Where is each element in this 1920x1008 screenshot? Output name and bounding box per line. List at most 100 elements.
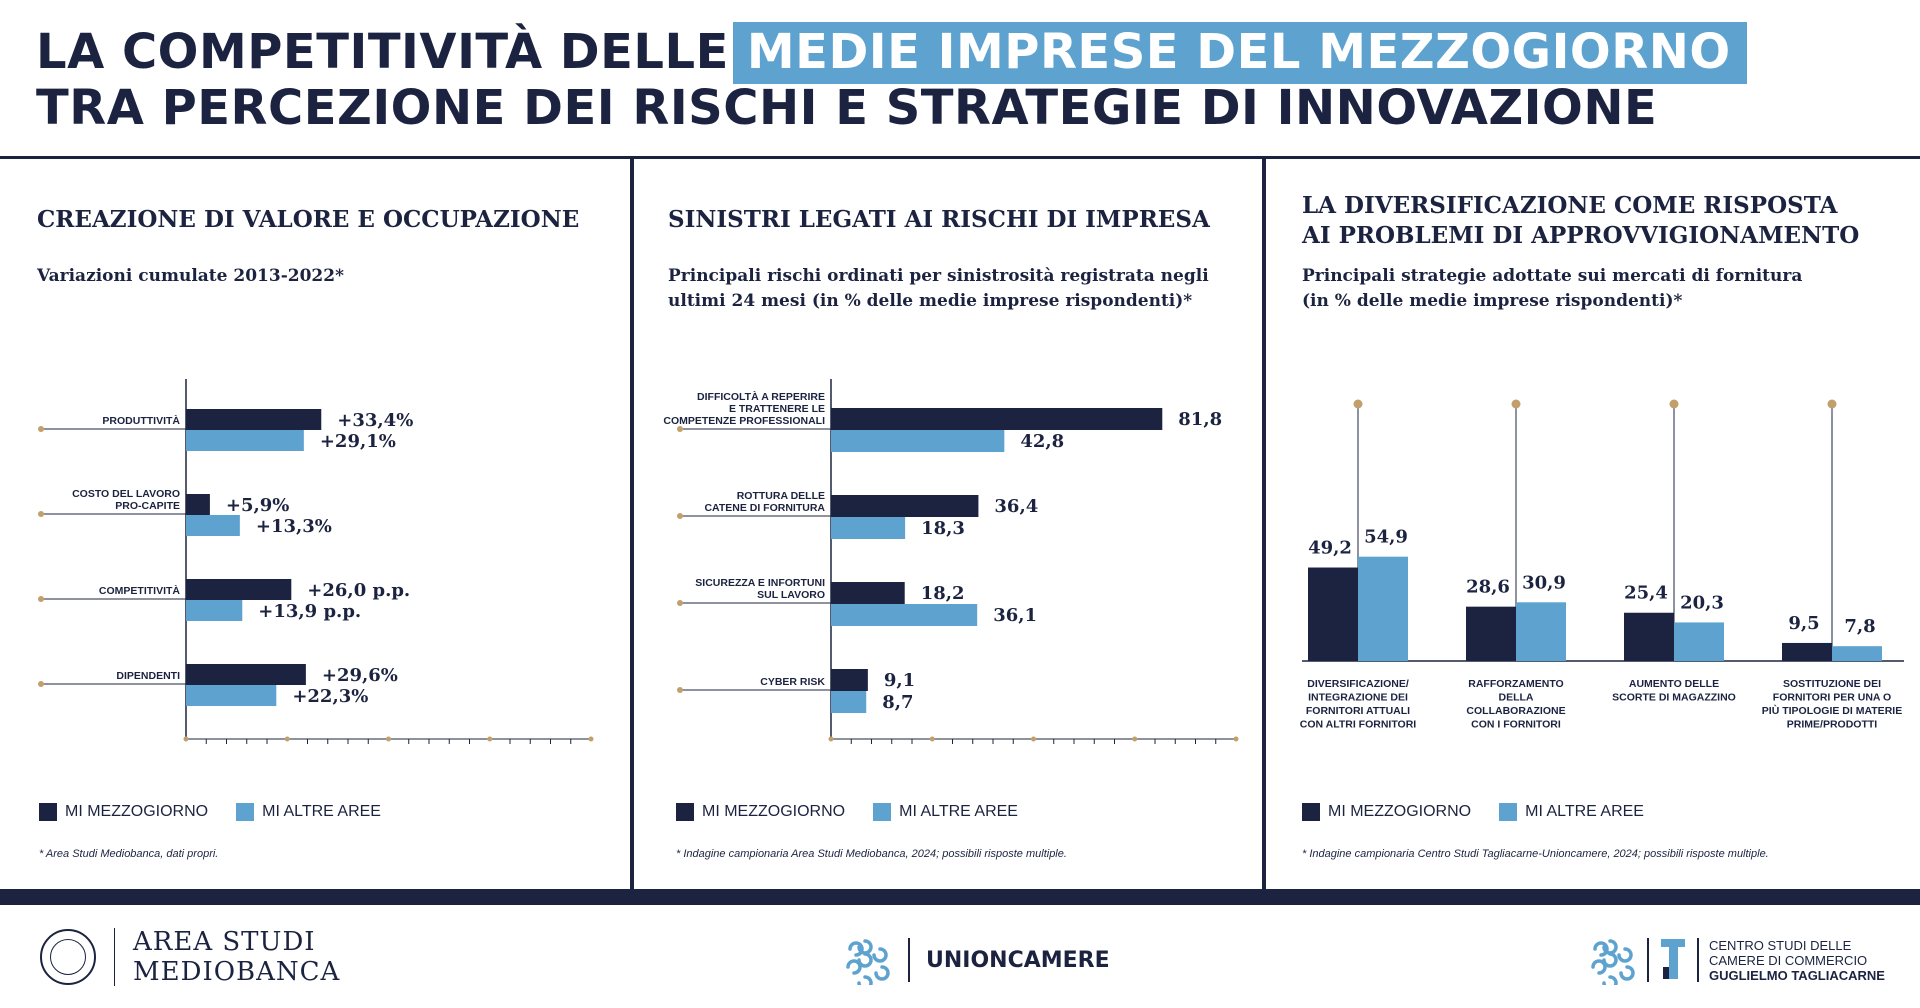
data-label-mezzogiorno: 25,4 [1624,583,1668,604]
logo-unioncamere: UNIONCAMERE [838,935,1110,985]
mediobanca-wordmark-line: AREA STUDI [133,927,316,957]
x-axis-dot [1233,736,1239,742]
source-note: * Indagine campionaria Area Studi Mediob… [676,848,1067,860]
unioncamere-wordmark: UNIONCAMERE [926,947,1110,973]
legend-label-altre-aree: MI ALTRE AREE [262,803,381,820]
category-label: INTEGRAZIONE DEI [1308,692,1408,704]
category-dot [1511,399,1521,409]
mediobanca-seal-icon [40,929,96,985]
panel-risk-claims: SINISTRI LEGATI AI RISCHI DI IMPRESA Pri… [663,159,1253,889]
category-dot [38,681,44,687]
panel-subtitle: Principali strategie adottate sui mercat… [1302,264,1802,314]
data-label-altre-aree: +22,3% [292,686,368,707]
data-label-altre-aree: 30,9 [1522,572,1566,593]
panel-title-line: LA DIVERSIFICAZIONE COME RISPOSTA [1302,192,1838,219]
category-label: COSTO DEL LAVORO [72,488,180,500]
category-label: FORNITORI PER UNA O [1773,692,1891,704]
category-label: PRODUTTIVITÀ [102,414,180,427]
legend-swatch-altre-aree [1499,803,1518,821]
category-dot [677,426,683,432]
title-line-1: LA COMPETITIVITÀ DELLE MEDIE IMPRESE DEL … [36,22,1747,84]
category-label: PIÙ TIPOLOGIE DI MATERIE [1762,704,1902,717]
mediobanca-wordmark-line: MEDIOBANCA [133,957,341,987]
legend: MI MEZZOGIORNO MI ALTRE AREE [676,803,1046,821]
category-label: DIPENDENTI [116,670,180,682]
panel-subtitle: Variazioni cumulate 2013-2022* [37,264,344,289]
panel-subtitle-line: Principali rischi ordinati per sinistros… [668,266,1209,286]
tagliacarne-wordmark-line: GUGLIELMO TAGLIACARNE [1709,967,1885,983]
category-label: SUL LAVORO [757,589,825,601]
source-note: * Area Studi Mediobanca, dati propri. [39,848,219,860]
legend-swatch-mezzogiorno [676,803,694,821]
category-label: ROTTURA DELLE [737,490,825,502]
data-label-mezzogiorno: 9,5 [1788,613,1819,634]
bar-altre-aree [1358,556,1408,661]
category-dot [677,600,683,606]
bar-altre-aree [186,430,304,451]
chart-value-creation: PRODUTTIVITÀ +33,4%+29,1% COSTO DEL LAVORO… [38,379,594,744]
bar-altre-aree [831,691,867,713]
data-label-altre-aree: +13,9 p.p. [258,601,361,622]
category-label: CON I FORNITORI [1471,719,1561,731]
panel-title: SINISTRI LEGATI AI RISCHI DI IMPRESA [668,205,1210,235]
data-label-altre-aree: 18,3 [921,518,965,539]
data-label-altre-aree: 7,8 [1844,616,1875,637]
bar-altre-aree [1516,602,1566,661]
legend-swatch-mezzogiorno [39,803,57,821]
category-label: COMPETITIVITÀ [99,584,181,597]
x-axis-dot [828,736,834,742]
bar-mezzogiorno [1466,606,1516,661]
logo-divider [114,928,115,986]
bar-mezzogiorno [1782,642,1832,661]
tagliacarne-t-icon [1661,939,1685,979]
panel-subtitle-line: ultimi 24 mesi (in % delle medie imprese… [668,291,1193,311]
data-label-mezzogiorno: 18,2 [921,583,965,604]
bar-altre-aree [1674,622,1724,661]
category-label: SICUREZZA E INFORTUNI [695,577,825,589]
data-label-mezzogiorno: 9,1 [884,670,915,691]
category-label: DIVERSIFICAZIONE/ [1307,678,1409,690]
tagliacarne-wordmark-line: CENTRO STUDI DELLE [1709,937,1852,953]
data-label-mezzogiorno: 36,4 [994,496,1038,517]
logo-divider [1697,938,1699,982]
legend-label-mezzogiorno: MI MEZZOGIORNO [702,803,846,820]
bar-mezzogiorno [1308,567,1358,661]
legend-swatch-altre-aree [236,803,255,821]
category-label: PRIME/PRODOTTI [1787,719,1878,731]
bar-mezzogiorno [1624,612,1674,661]
logo-centro-studi-tagliacarne: CENTRO STUDI DELLE CAMERE DI COMMERCIO G… [1583,935,1885,985]
category-dot [1827,399,1837,409]
data-label-mezzogiorno: 28,6 [1466,577,1510,598]
title-prefix: LA COMPETITIVITÀ DELLE [36,24,729,80]
mediobanca-wordmark: AREA STUDI MEDIOBANCA [133,927,340,987]
data-label-mezzogiorno: +5,9% [226,495,290,516]
category-dot [38,426,44,432]
category-label: SOSTITUZIONE DEI [1783,678,1881,690]
panel-diversification: LA DIVERSIFICAZIONE COME RISPOSTA AI PRO… [1300,159,1912,889]
panel-title: LA DIVERSIFICAZIONE COME RISPOSTA AI PRO… [1302,191,1859,251]
panel-value-creation: CREAZIONE DI VALORE E OCCUPAZIONE Variaz… [37,159,622,889]
x-axis-dot [588,736,594,742]
bar-altre-aree [831,517,906,539]
chart-diversification: 49,2 54,9 DIVERSIFICAZIONE/INTEGRAZIONE DE… [1300,399,1904,731]
category-label: RAFFORZAMENTO [1468,678,1563,690]
legend: MI MEZZOGIORNO MI ALTRE AREE [1302,803,1672,821]
x-axis-dot [386,736,391,742]
bar-altre-aree [186,685,277,706]
x-axis-dot [284,736,290,742]
title-highlight: MEDIE IMPRESE DEL MEZZOGIORNO [732,22,1747,84]
category-label: CYBER RISK [760,676,825,688]
legend-swatch-mezzogiorno [1302,803,1320,821]
category-label: SCORTE DI MAGAZZINO [1612,692,1736,704]
category-label: DELLA [1499,692,1534,704]
legend-label-altre-aree: MI ALTRE AREE [1525,803,1644,820]
tagliacarne-wordmark: CENTRO STUDI DELLE CAMERE DI COMMERCIO G… [1709,938,1885,983]
category-label: AUMENTO DELLE [1629,678,1719,690]
data-label-mezzogiorno: 49,2 [1308,538,1352,559]
x-axis-dot [929,736,935,742]
panel-divider-2 [1262,159,1266,889]
panel-divider-1 [630,159,634,889]
category-label: CON ALTRI FORNITORI [1300,719,1417,731]
category-dot [677,513,683,519]
